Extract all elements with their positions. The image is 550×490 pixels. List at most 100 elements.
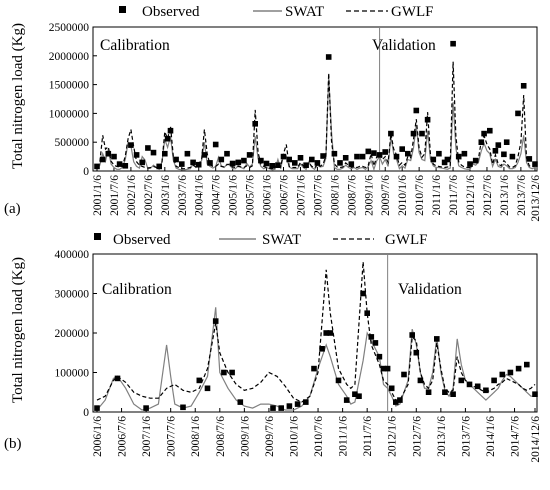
observed-point xyxy=(444,156,451,163)
observed-point xyxy=(483,387,489,394)
observed-point xyxy=(235,159,242,166)
observed-point xyxy=(128,142,134,148)
observed-point xyxy=(492,148,499,154)
observed-point xyxy=(275,162,281,168)
x-tick-label: 2008/1/6 xyxy=(190,416,202,457)
observed-point xyxy=(474,383,481,390)
legend-b: Observed SWAT GWLF xyxy=(94,232,428,248)
observed-point xyxy=(241,157,247,164)
observed-point xyxy=(286,156,292,163)
legend-swat-label-b: SWAT xyxy=(262,232,301,248)
panel-label-b: (b) xyxy=(4,436,22,452)
observed-point xyxy=(491,377,497,384)
observed-point xyxy=(184,150,191,157)
observed-point xyxy=(229,160,236,167)
observed-point xyxy=(252,121,258,127)
observed-point xyxy=(419,130,425,137)
observed-point xyxy=(297,155,304,161)
observed-point xyxy=(327,330,334,336)
plot-frame-b xyxy=(92,253,538,413)
observed-point xyxy=(376,152,383,158)
observed-point xyxy=(342,155,349,161)
observed-point xyxy=(343,397,350,403)
observed-point xyxy=(393,399,399,405)
observed-point xyxy=(278,405,284,411)
x-tick-label: 2012/7/6 xyxy=(411,416,423,457)
x-tick-label: 2006/1/6 xyxy=(92,416,104,457)
observed-point xyxy=(164,135,171,142)
x-tick-label: 2008/7/6 xyxy=(215,416,227,457)
x-tick-label: 2011/1/6 xyxy=(338,416,350,457)
observed-point xyxy=(455,153,462,160)
calibration-label-b: Calibration xyxy=(102,281,172,298)
observed-point xyxy=(467,161,473,167)
observed-point xyxy=(384,365,391,372)
validation-label-b: Validation xyxy=(398,281,462,298)
x-tick-label: 2001/1/6 xyxy=(92,175,104,216)
observed-point xyxy=(365,148,372,155)
observed-point xyxy=(218,156,225,163)
x-tick-label: 2004/7/6 xyxy=(211,175,223,216)
observed-point xyxy=(487,127,493,134)
y-tick-label: 200000 xyxy=(55,328,90,340)
observed-point xyxy=(450,391,456,397)
y-tick-label: 1500000 xyxy=(49,80,90,92)
observed-point xyxy=(94,405,100,411)
observed-point xyxy=(150,149,157,156)
observed-point xyxy=(356,393,362,399)
observed-point xyxy=(413,107,420,114)
y-tick-label: 400000 xyxy=(55,249,90,261)
observed-point xyxy=(405,150,411,157)
observed-point xyxy=(270,405,276,411)
x-tick-label: 2013/12/6 xyxy=(530,175,542,222)
observed-point xyxy=(179,161,185,167)
x-tick-label: 2014/12/6 xyxy=(530,416,542,463)
observed-point xyxy=(139,159,145,166)
observed-point xyxy=(263,160,270,167)
y-ticks-a: 0 500000 1000000 1500000 2000000 2500000 xyxy=(49,22,97,178)
observed-point xyxy=(116,161,123,167)
x-tick-label: 2013/7/6 xyxy=(460,416,472,457)
observed-point xyxy=(204,385,211,392)
observed-point xyxy=(354,153,360,160)
legend-gwlf-label-b: GWLF xyxy=(385,232,428,248)
observed-point xyxy=(319,346,325,352)
x-tick-label: 2009/7/6 xyxy=(264,416,276,457)
observed-point xyxy=(303,399,309,405)
observed-point xyxy=(413,349,420,356)
observed-point xyxy=(399,146,405,152)
observed-point xyxy=(348,161,355,167)
observed-point xyxy=(286,403,293,409)
x-tick-label: 2003/7/6 xyxy=(177,175,189,216)
y-axis-label-b: Total nitrogen load (Kg) xyxy=(10,257,26,403)
swat-series-line xyxy=(96,307,535,411)
observed-point xyxy=(337,160,343,166)
observed-point xyxy=(221,369,227,376)
observed-point xyxy=(532,161,538,167)
observed-point xyxy=(167,127,174,134)
observed-point xyxy=(526,156,533,162)
observed-point xyxy=(515,365,522,372)
observed-point xyxy=(201,152,208,158)
observed-point xyxy=(409,332,415,338)
x-tick-label: 2007/1/6 xyxy=(141,416,153,457)
panel-a: Observed SWAT GWLF Total nitrogen load (… xyxy=(4,4,542,222)
x-tick-label: 2013/1/6 xyxy=(499,175,511,216)
x-tick-label: 2014/1/6 xyxy=(485,416,497,457)
observed-point xyxy=(434,336,440,342)
observed-point xyxy=(359,153,366,160)
observed-point xyxy=(478,139,485,145)
x-tick-label: 2007/1/6 xyxy=(295,175,307,216)
x-tick-label: 2002/1/6 xyxy=(126,175,138,216)
observed-point xyxy=(450,40,456,47)
observed-point xyxy=(335,377,342,384)
observed-point xyxy=(229,369,235,376)
observed-point xyxy=(466,381,473,388)
observed-point xyxy=(180,404,186,411)
observed-point xyxy=(280,153,287,160)
observed-point xyxy=(331,150,338,157)
x-tick-label: 2002/7/6 xyxy=(143,175,155,216)
y-tick-label: 300000 xyxy=(55,289,90,301)
x-tick-label: 2003/1/6 xyxy=(160,175,172,216)
observed-point xyxy=(382,149,388,155)
